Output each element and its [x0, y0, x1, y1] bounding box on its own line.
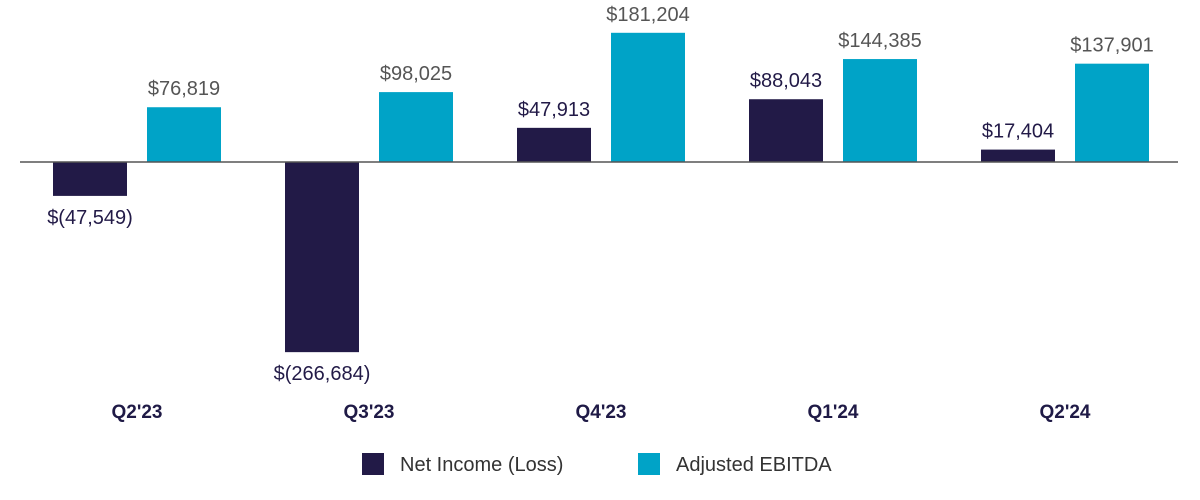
- value-label-adjusted-ebitda-3: $144,385: [838, 30, 921, 52]
- bars-group: [53, 32, 1149, 353]
- legend-label-net-income: Net Income (Loss): [400, 454, 563, 476]
- value-label-net-income-3: $88,043: [750, 70, 822, 92]
- bar-net-income-2: [517, 127, 591, 162]
- bar-net-income-4: [981, 149, 1055, 162]
- bar-adjusted-ebitda-4: [1075, 63, 1149, 162]
- category-label-3: Q1'24: [808, 402, 859, 423]
- legend-swatch-adjusted-ebitda: [638, 453, 660, 475]
- category-label-2: Q4'23: [576, 402, 627, 423]
- bar-adjusted-ebitda-3: [843, 59, 917, 162]
- bar-adjusted-ebitda-1: [379, 92, 453, 162]
- value-label-adjusted-ebitda-1: $98,025: [380, 63, 452, 85]
- value-label-adjusted-ebitda-0: $76,819: [148, 78, 220, 100]
- legend-label-adjusted-ebitda: Adjusted EBITDA: [676, 454, 832, 476]
- bar-adjusted-ebitda-0: [147, 107, 221, 162]
- category-label-1: Q3'23: [344, 402, 395, 423]
- legend: Net Income (Loss) Adjusted EBITDA: [362, 453, 832, 476]
- value-labels-group: $(47,549) $76,819 $(266,684) $98,025 $47,913…: [47, 4, 1154, 385]
- category-label-4: Q2'24: [1040, 402, 1091, 423]
- bar-adjusted-ebitda-2: [611, 32, 685, 163]
- legend-swatch-net-income: [362, 453, 384, 475]
- value-label-net-income-1: $(266,684): [274, 363, 371, 385]
- category-labels-group: Q2'23 Q3'23 Q4'23 Q1'24 Q2'24: [112, 402, 1091, 423]
- value-label-net-income-0: $(47,549): [47, 207, 133, 229]
- value-label-net-income-4: $17,404: [982, 121, 1054, 143]
- bar-net-income-1: [285, 162, 359, 353]
- bar-net-income-0: [53, 162, 127, 196]
- category-label-0: Q2'23: [112, 402, 163, 423]
- value-label-adjusted-ebitda-4: $137,901: [1070, 35, 1153, 57]
- value-label-adjusted-ebitda-2: $181,204: [606, 4, 689, 26]
- bar-net-income-3: [749, 99, 823, 162]
- value-label-net-income-2: $47,913: [518, 99, 590, 121]
